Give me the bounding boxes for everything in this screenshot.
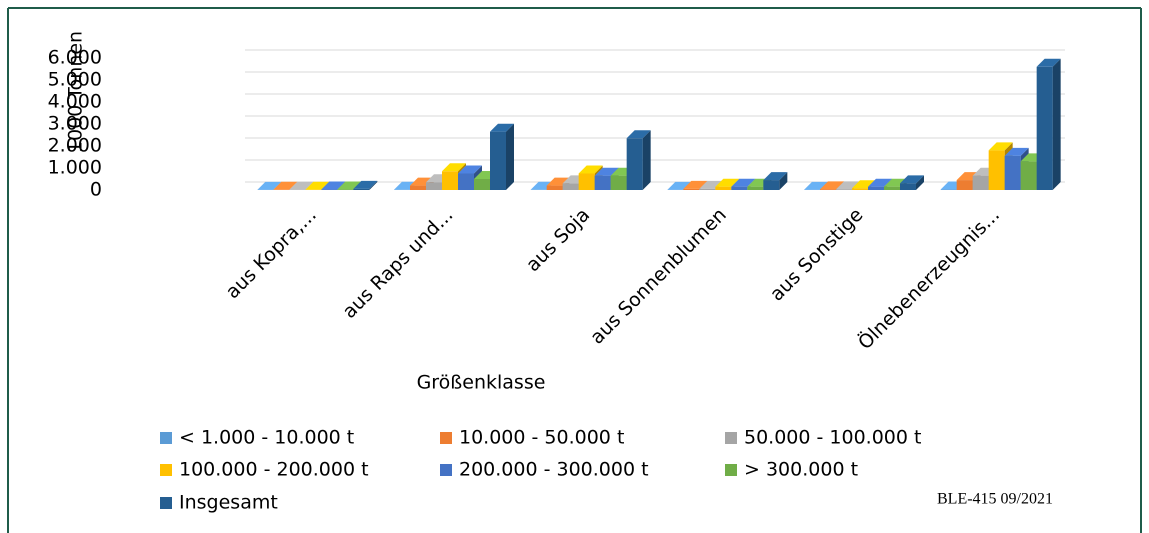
bar	[683, 188, 700, 190]
x-tick-label: aus Sonnenblumen	[586, 204, 731, 349]
legend-swatch	[160, 432, 172, 444]
y-tick-label: 3.000	[48, 113, 102, 135]
legend-label: Insgesamt	[179, 492, 278, 514]
y-axis-title: 1000 Tonnen	[65, 31, 87, 153]
bar	[820, 189, 836, 190]
y-tick-label: 4.000	[48, 91, 102, 113]
bar	[610, 175, 627, 190]
bar	[490, 131, 506, 190]
legend-swatch	[440, 432, 452, 444]
bar	[1020, 161, 1037, 190]
bar-side	[916, 175, 924, 190]
legend-label: < 1.000 - 10.000 t	[179, 427, 354, 449]
bar	[458, 173, 474, 190]
bar	[353, 188, 370, 190]
x-axis-title: Größenklasse	[417, 372, 546, 394]
x-tick-label: aus Raps und...	[338, 204, 457, 323]
bar	[731, 186, 748, 190]
x-tick-label: Ölnebenerzeugnis...	[853, 203, 1004, 354]
bar	[474, 179, 490, 190]
annotation: BLE-415 09/2021	[937, 491, 1053, 508]
y-tick-label: 1.000	[48, 157, 102, 179]
bar	[852, 188, 868, 190]
bar-top	[442, 163, 466, 172]
x-tick-label: aus Sonstige	[766, 204, 868, 306]
bar	[1036, 66, 1053, 190]
y-tick-label: 5.000	[48, 69, 102, 91]
bar-top	[490, 123, 514, 132]
bar	[972, 175, 989, 190]
bar	[747, 186, 764, 190]
bar	[699, 188, 716, 190]
bar	[900, 183, 916, 190]
legend-label: 10.000 - 50.000 t	[459, 427, 624, 449]
legend-swatch	[440, 464, 452, 476]
bar	[715, 186, 732, 190]
bar	[884, 186, 900, 190]
bar	[1004, 155, 1021, 190]
bar	[562, 183, 579, 190]
bar-top	[763, 172, 788, 181]
legend-swatch	[160, 497, 172, 509]
bar-top	[1036, 58, 1061, 67]
x-tick-label: aus Kopra,...	[221, 204, 320, 303]
y-tick-label: 0	[90, 179, 102, 201]
bar	[546, 185, 563, 190]
x-tick-label: aus Soja	[522, 204, 594, 276]
legend-label: 100.000 - 200.000 t	[179, 459, 369, 481]
legend-swatch	[725, 464, 737, 476]
legend-swatch	[160, 464, 172, 476]
bar-top	[578, 165, 603, 174]
bar	[594, 175, 611, 190]
bar-top	[900, 175, 924, 184]
bar	[410, 185, 426, 190]
bar-top	[988, 142, 1013, 151]
bar	[868, 186, 884, 190]
bar-side	[779, 172, 788, 190]
bar-side	[506, 123, 514, 190]
bar	[426, 182, 442, 190]
legend-label: 200.000 - 300.000 t	[459, 459, 649, 481]
legend-label: > 300.000 t	[744, 459, 858, 481]
bar-top	[458, 165, 482, 174]
bar-top	[353, 180, 378, 189]
bar-side	[1052, 58, 1061, 190]
bar	[836, 189, 852, 190]
bar-side	[369, 180, 378, 190]
y-tick-label: 2.000	[48, 135, 102, 157]
bar-top	[1004, 147, 1029, 156]
bar-top	[626, 130, 651, 139]
bar-side	[642, 130, 651, 190]
bar	[442, 171, 458, 190]
bar	[578, 173, 595, 190]
y-tick-label: 6.000	[48, 47, 102, 69]
legend-label: 50.000 - 100.000 t	[744, 427, 921, 449]
legend-swatch	[725, 432, 737, 444]
bar	[956, 180, 973, 190]
bar	[988, 150, 1005, 190]
bar	[626, 138, 643, 190]
bar	[763, 180, 780, 190]
